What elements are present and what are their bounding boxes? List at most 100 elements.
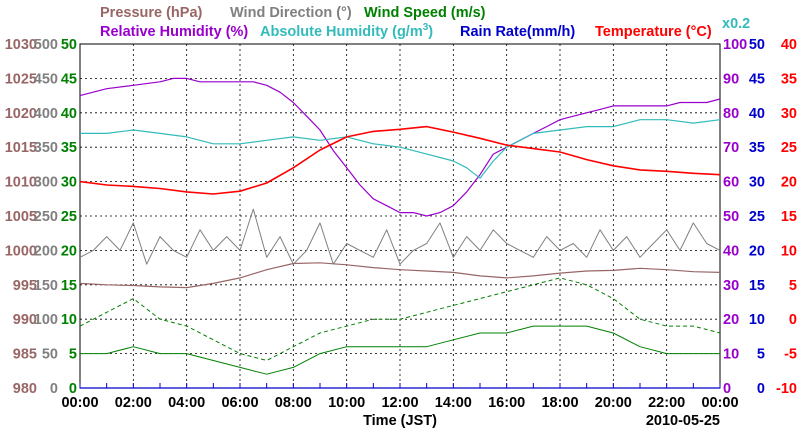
x-tick-label: 16:00 (488, 395, 525, 411)
rain-tick: 30 (749, 175, 765, 191)
wind-dir-tick: 500 (34, 37, 58, 53)
absolute-humidity-scale-note: x0.2 (722, 16, 750, 32)
left-axes: 1030102510201015101010051000995990985980… (5, 37, 77, 397)
legend-absolute-humidity: Absolute Humidity (g/m3) (260, 22, 433, 40)
x-axis-label: Time (JST) (363, 413, 437, 429)
humidity-tick: 90 (723, 71, 739, 87)
legend-temperature: Temperature (°C) (595, 24, 712, 40)
temperature-tick: 10 (781, 243, 797, 259)
x-tick-label: 06:00 (221, 395, 258, 411)
pressure-tick: 1030 (5, 37, 37, 53)
pressure-line (79, 262, 721, 289)
pressure-tick: 985 (13, 347, 37, 363)
humidity-tick: 0 (723, 381, 731, 397)
humidity-tick: 100 (723, 37, 747, 53)
wind-dir-tick: 350 (34, 140, 58, 156)
wind-speed-tick: 15 (61, 278, 77, 294)
legend-wind-speed: Wind Speed (m/s) (364, 5, 486, 21)
absolute-humidity-line (80, 119, 721, 179)
wind-speed-tick: 35 (61, 140, 77, 156)
temperature-tick: -10 (776, 381, 797, 397)
humidity-tick: 80 (723, 106, 739, 122)
right-axes: 1009080706050403020100504540353025201510… (723, 37, 797, 397)
rain-tick: 10 (749, 312, 765, 328)
x-tick-label: 02:00 (115, 395, 152, 411)
humidity-tick: 70 (723, 140, 739, 156)
pressure-tick: 1020 (5, 106, 37, 122)
wind-speed-tick: 45 (61, 71, 77, 87)
wind-dir-tick: 50 (42, 347, 58, 363)
wind-dir-tick: 400 (34, 106, 58, 122)
wind-speed-max-line (79, 277, 721, 361)
legend-wind-direction: Wind Direction (°) (230, 5, 352, 21)
x-tick-label: 20:00 (595, 395, 632, 411)
pressure-tick: 1000 (5, 243, 37, 259)
pressure-tick: 1005 (5, 209, 37, 225)
humidity-tick: 10 (723, 347, 739, 363)
date-label: 2010-05-25 (646, 413, 720, 429)
x-tick-label: 18:00 (541, 395, 578, 411)
x-axis: 00:00 02:00 04:00 06:00 08:00 10:00 12:00 14:00… (61, 383, 739, 411)
pressure-tick: 1010 (5, 175, 37, 191)
x-tick-label: 12:00 (381, 395, 418, 411)
pressure-tick: 980 (13, 381, 37, 397)
wind-dir-tick: 250 (34, 209, 58, 225)
temperature-tick: 40 (781, 37, 797, 53)
wind-dir-tick: 0 (50, 381, 58, 397)
temperature-tick: 15 (781, 209, 797, 225)
rain-tick: 50 (749, 37, 765, 53)
wind-direction-line (79, 208, 721, 265)
wind-dir-tick: 100 (34, 312, 58, 328)
x-tick-label: 00:00 (701, 395, 738, 411)
humidity-tick: 30 (723, 278, 739, 294)
humidity-tick: 40 (723, 243, 739, 259)
wind-speed-avg-line (80, 325, 720, 375)
wind-dir-tick: 200 (34, 243, 58, 259)
temperature-tick: 20 (781, 175, 797, 191)
rain-tick: 35 (749, 140, 765, 156)
rain-tick: 0 (757, 381, 765, 397)
wind-dir-tick: 300 (34, 175, 58, 191)
temperature-tick: 5 (789, 278, 797, 294)
wind-dir-tick: 450 (34, 71, 58, 87)
rain-tick: 25 (749, 209, 765, 225)
pressure-tick: 990 (13, 312, 37, 328)
x-tick-label: 10:00 (328, 395, 365, 411)
x-tick-label: 14:00 (435, 395, 472, 411)
rain-tick: 15 (749, 278, 765, 294)
rain-tick: 40 (749, 106, 765, 122)
temperature-tick: 30 (781, 106, 797, 122)
temperature-tick: 0 (789, 312, 797, 328)
legend-rain-rate: Rain Rate(mm/h) (460, 24, 575, 40)
humidity-tick: 50 (723, 209, 739, 225)
pressure-tick: 995 (13, 278, 37, 294)
wind-speed-tick: 30 (61, 175, 77, 191)
wind-dir-tick: 150 (34, 278, 58, 294)
x-tick-label: 08:00 (275, 395, 312, 411)
rain-tick: 20 (749, 243, 765, 259)
rain-tick: 5 (757, 347, 765, 363)
relative-humidity-line (79, 77, 721, 217)
wind-speed-tick: 20 (61, 243, 77, 259)
rain-tick: 45 (749, 71, 765, 87)
wind-speed-tick: 0 (69, 381, 77, 397)
x-tick-label: 22:00 (648, 395, 685, 411)
wind-speed-tick: 40 (61, 106, 77, 122)
temperature-tick: 25 (781, 140, 797, 156)
legend-pressure: Pressure (hPa) (100, 5, 203, 21)
wind-speed-tick: 10 (61, 312, 77, 328)
temperature-tick: -5 (784, 347, 797, 363)
pressure-tick: 1015 (5, 140, 37, 156)
legend-relative-humidity: Relative Humidity (%) (100, 24, 248, 40)
humidity-tick: 60 (723, 175, 739, 191)
x-tick-label: 00:00 (61, 395, 98, 411)
wind-speed-tick: 25 (61, 209, 77, 225)
wind-speed-tick: 5 (69, 347, 77, 363)
x-tick-label: 04:00 (168, 395, 205, 411)
wind-speed-tick: 50 (61, 37, 77, 53)
pressure-tick: 1025 (5, 71, 37, 87)
humidity-tick: 20 (723, 312, 739, 328)
temperature-tick: 35 (781, 71, 797, 87)
temperature-line (79, 125, 721, 195)
